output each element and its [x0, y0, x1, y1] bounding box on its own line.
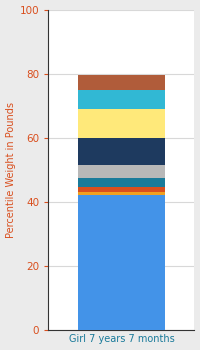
- Bar: [78, 195, 165, 330]
- Bar: [78, 187, 165, 192]
- Bar: [78, 192, 165, 195]
- Bar: [78, 75, 165, 90]
- Y-axis label: Percentile Weight in Pounds: Percentile Weight in Pounds: [6, 102, 16, 238]
- Bar: [78, 165, 165, 177]
- Bar: [78, 109, 165, 138]
- Bar: [78, 90, 165, 109]
- Bar: [78, 138, 165, 165]
- Bar: [78, 177, 165, 187]
